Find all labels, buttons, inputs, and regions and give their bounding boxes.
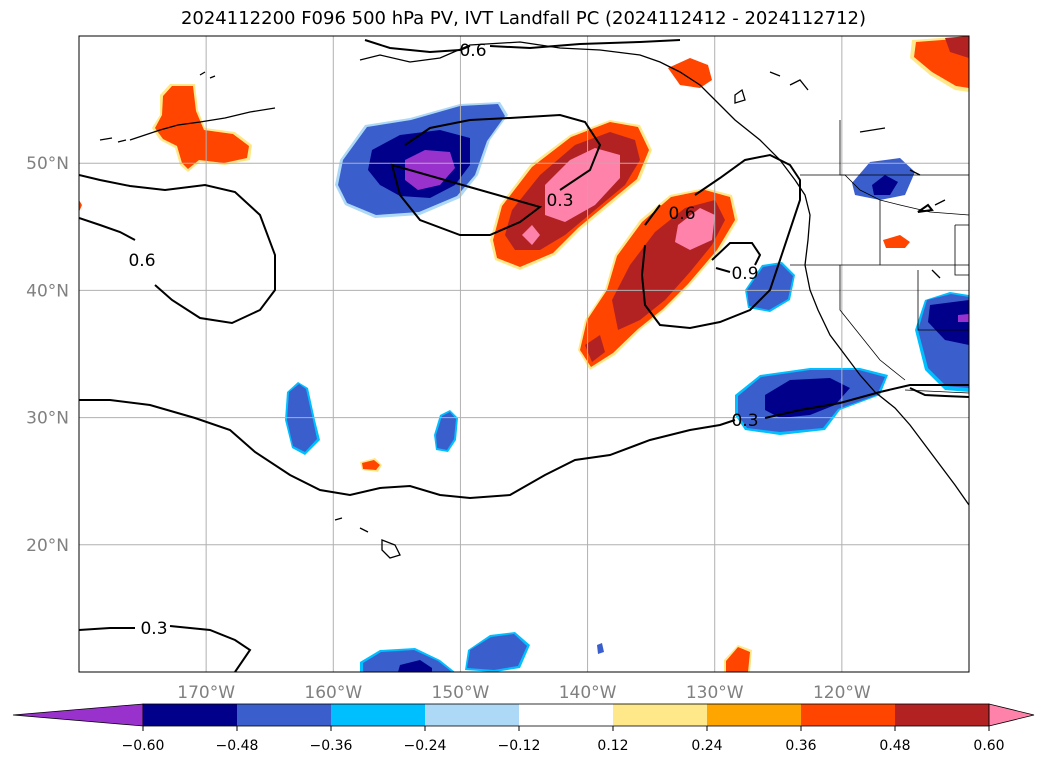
- colorbar-segment: [237, 704, 332, 726]
- lat-label: 50°N: [26, 154, 69, 174]
- colorbar-segment: [331, 704, 426, 726]
- positive-anomaly-central: [490, 120, 652, 270]
- ivt-contours: [79, 39, 969, 672]
- colorbar-tick-label: 0.60: [973, 738, 1004, 754]
- lat-label: 30°N: [26, 409, 69, 429]
- colorbar-tick-label: 0.12: [597, 738, 628, 754]
- negative-anomaly-east-edge: [915, 292, 969, 392]
- positive-anomaly-nw: [152, 84, 252, 172]
- lat-label: 40°N: [26, 281, 69, 301]
- negative-anomaly-inland-north: [852, 158, 915, 200]
- positive-anomaly-east: [578, 188, 738, 370]
- colorbar-segment: [143, 704, 238, 726]
- lon-label: 160°W: [304, 683, 362, 703]
- colorbar-segment: [425, 704, 520, 726]
- negative-anomaly-north-pacific: [335, 102, 508, 218]
- colorbar-tick-label: 0.36: [785, 738, 816, 754]
- colorbar-tick-label: −0.24: [404, 738, 447, 754]
- lon-label: 150°W: [432, 683, 490, 703]
- lon-label: 140°W: [559, 683, 617, 703]
- contour-label: 0.6: [128, 251, 155, 271]
- longitude-labels: 170°W 160°W 150°W 140°W 130°W 120°W: [177, 683, 871, 703]
- contour-label: 0.3: [546, 191, 573, 211]
- negative-anomaly-small-patches: [285, 382, 604, 672]
- contour-labels: 0.6 0.6 0.3 0.6 0.9 0.3 0.3: [128, 41, 758, 639]
- coastlines: [99, 41, 969, 559]
- colorbar-frame: [142, 703, 990, 727]
- colorbar-extend-low: [12, 703, 144, 727]
- colorbar-tick-label: −0.36: [310, 738, 353, 754]
- map-frame: [78, 35, 970, 673]
- contour-label: 0.3: [140, 619, 167, 639]
- colorbar-segment: [613, 704, 708, 726]
- pv-shading: [79, 36, 969, 672]
- gridlines: [79, 36, 969, 672]
- colorbar: −0.60 −0.48 −0.36 −0.24 −0.12 0.12 0.24 0.36 0.4…: [12, 703, 1035, 754]
- contour-label: 0.6: [668, 204, 695, 224]
- lon-label: 120°W: [813, 683, 871, 703]
- colorbar-tick-label: 0.24: [691, 738, 722, 754]
- colorbar-extend-high: [988, 703, 1035, 727]
- latitude-labels: 50°N 40°N 30°N 20°N: [26, 154, 69, 556]
- contour-label: 0.3: [731, 411, 758, 431]
- colorbar-segment: [519, 704, 614, 726]
- positive-anomaly-small-patches: [79, 58, 910, 672]
- colorbar-tick-label: 0.48: [879, 738, 910, 754]
- colorbar-segment: [895, 704, 990, 726]
- map-title: 2024112200 F096 500 hPa PV, IVT Landfall…: [180, 8, 867, 29]
- political-borders: [790, 120, 969, 394]
- positive-anomaly-ne-corner: [910, 36, 969, 92]
- colorbar-tick-label: −0.48: [216, 738, 259, 754]
- lon-label: 130°W: [686, 683, 744, 703]
- colorbar-tick-label: −0.12: [498, 738, 541, 754]
- negative-anomaly-subtropical: [735, 368, 888, 435]
- colorbar-tick-label: −0.60: [122, 738, 165, 754]
- contour-label: 0.6: [459, 41, 486, 61]
- colorbar-segment: [801, 704, 896, 726]
- lon-label: 170°W: [177, 683, 235, 703]
- contour-label: 0.9: [731, 264, 758, 284]
- colorbar-segment: [707, 704, 802, 726]
- lat-label: 20°N: [26, 536, 69, 556]
